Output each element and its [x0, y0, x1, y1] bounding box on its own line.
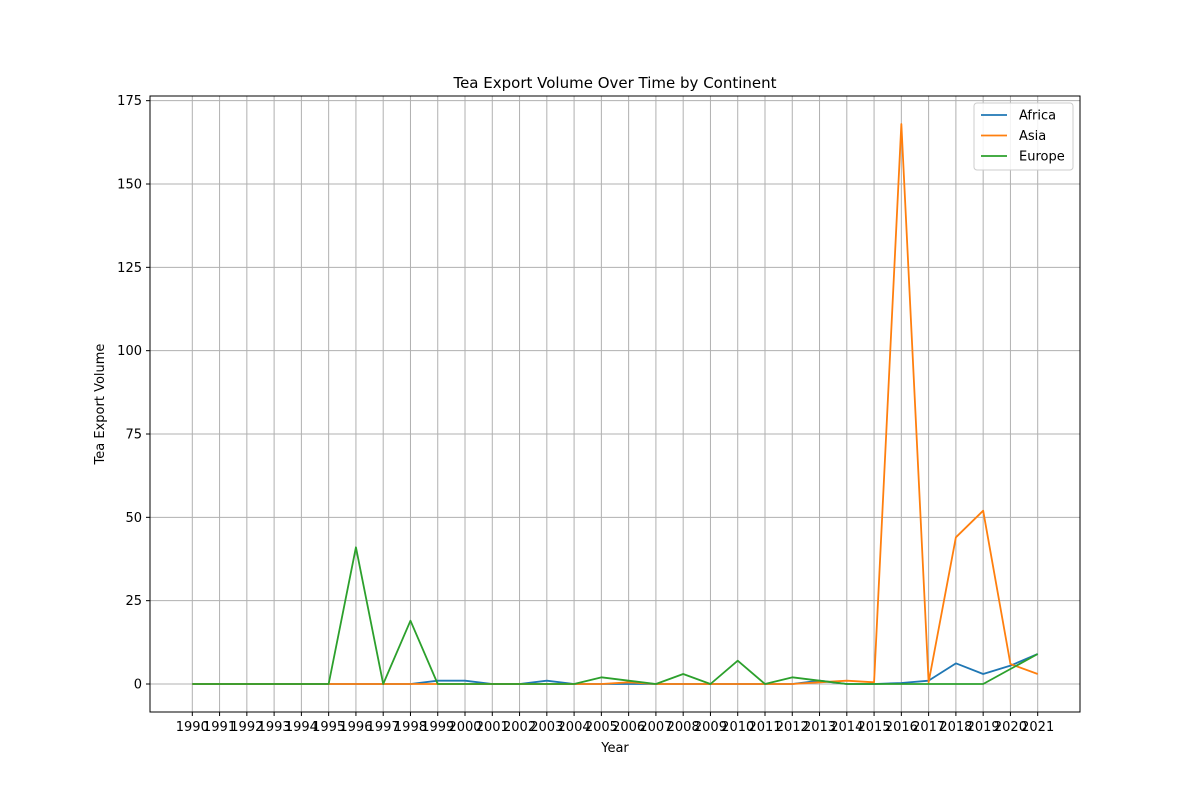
x-tick-label: 1995: [312, 720, 345, 735]
legend: Africa Asia Europe: [973, 102, 1074, 171]
x-tick-label: 1990: [176, 720, 209, 735]
plot-frame: [149, 95, 1081, 713]
x-tick-label: 2001: [476, 720, 509, 735]
x-tick-label: 1996: [339, 720, 372, 735]
x-tick-label: 2018: [939, 720, 972, 735]
x-tick-label: 2017: [912, 720, 945, 735]
x-tick-label: 1994: [285, 720, 318, 735]
x-tick-label: 2016: [885, 720, 918, 735]
x-tick-label: 2019: [967, 720, 1000, 735]
grid-layer: [150, 96, 1080, 712]
y-tick-label: 150: [117, 178, 142, 193]
legend-label: Asia: [1019, 129, 1046, 144]
x-tick-label: 2006: [612, 720, 645, 735]
y-tick-label: 100: [117, 344, 142, 359]
x-tick-label: 2010: [721, 720, 754, 735]
x-tick-label: 2005: [585, 720, 618, 735]
x-tick-label: 2011: [748, 720, 781, 735]
y-tick-label: 50: [125, 511, 142, 526]
series-line-europe: [192, 546, 1039, 685]
x-tick-label: 2014: [830, 720, 863, 735]
x-tick-label: 2007: [639, 720, 672, 735]
x-axis-ticks: 1990199119921993199419951996199719981999…: [176, 712, 1054, 735]
x-axis-label: Year: [600, 741, 629, 756]
x-tick-label: 1992: [230, 720, 263, 735]
y-tick-label: 25: [125, 594, 142, 609]
x-tick-label: 1997: [367, 720, 400, 735]
x-tick-label: 2020: [994, 720, 1027, 735]
x-tick-label: 1993: [258, 720, 291, 735]
x-tick-label: 2013: [803, 720, 836, 735]
y-tick-label: 125: [117, 261, 142, 276]
x-tick-label: 2002: [503, 720, 536, 735]
series-layer: [192, 123, 1039, 685]
legend-box: [973, 102, 1074, 171]
x-tick-label: 2008: [667, 720, 700, 735]
y-axis-label: Tea Export Volume: [93, 344, 108, 466]
x-tick-label: 2009: [694, 720, 727, 735]
series-line-asia: [192, 123, 1039, 685]
x-tick-label: 2015: [858, 720, 891, 735]
y-axis-ticks: 0 25 50 75 100 125 150 175: [117, 94, 150, 693]
y-tick-label: 75: [125, 428, 142, 443]
x-tick-label: 1991: [203, 720, 236, 735]
x-tick-label: 2012: [776, 720, 809, 735]
x-tick-label: 2021: [1021, 720, 1054, 735]
y-tick-label: 0: [134, 678, 142, 693]
x-tick-label: 1999: [421, 720, 454, 735]
x-tick-label: 2000: [448, 720, 481, 735]
y-tick-label: 175: [117, 94, 142, 109]
legend-label: Africa: [1019, 109, 1056, 124]
x-tick-label: 1998: [394, 720, 427, 735]
x-tick-label: 2003: [530, 720, 563, 735]
chart-title: Tea Export Volume Over Time by Continent: [452, 74, 776, 92]
legend-label: Europe: [1019, 150, 1065, 165]
x-tick-label: 2004: [558, 720, 591, 735]
